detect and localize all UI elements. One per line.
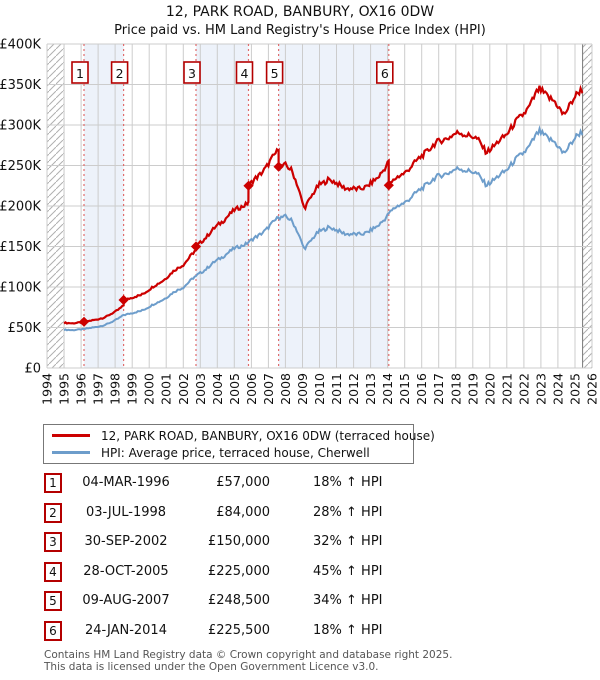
x-tick-label: 2024 — [550, 373, 565, 405]
sale-number-box — [235, 61, 254, 84]
y-tick-label: £150K — [0, 240, 41, 255]
sale-row-date: 30-SEP-2002 — [84, 534, 168, 550]
sale-number-box — [71, 61, 89, 84]
y-tick-label: £50K — [8, 321, 42, 336]
x-tick-label: 2000 — [142, 373, 157, 405]
x-tick-label: 2015 — [397, 373, 412, 405]
sale-number-box — [265, 61, 284, 84]
sale-row-number: 3 — [44, 532, 62, 553]
page-subtitle: Price paid vs. HM Land Registry's House … — [114, 23, 486, 38]
chart-legend: 12, PARK ROAD, BANBURY, OX16 0DW (terrac… — [43, 424, 435, 464]
x-tick-label: 2007 — [261, 373, 276, 405]
sale-row-hpi-delta: 34% ↑ HPI — [313, 593, 383, 609]
sale-row-date: 04-MAR-1996 — [82, 475, 170, 490]
sale-row-hpi-delta: 18% ↑ HPI — [313, 623, 383, 638]
x-tick-label: 2013 — [363, 373, 378, 405]
x-tick-label: 2004 — [210, 373, 225, 405]
sale-row-price: £57,000 — [216, 475, 270, 490]
sale-row-number: 1 — [44, 473, 62, 493]
legend-row: 12, PARK ROAD, BANBURY, OX16 0DW (terrac… — [44, 427, 435, 444]
y-tick-label: £0 — [24, 362, 41, 377]
x-tick-label: 1994 — [40, 373, 55, 405]
x-tick-label: 1996 — [74, 373, 89, 405]
legend-label: 12, PARK ROAD, BANBURY, OX16 0DW (terrac… — [101, 428, 435, 443]
y-tick-label: £250K — [0, 159, 41, 174]
sale-row-price: £248,500 — [207, 593, 270, 609]
x-tick-label: 2021 — [499, 373, 514, 405]
x-tick-label: 2020 — [482, 373, 497, 405]
sale-number: 2 — [116, 66, 124, 81]
x-tick-label: 2016 — [414, 373, 429, 405]
sale-row-price: £150,000 — [207, 534, 270, 550]
x-tick-label: 2005 — [227, 373, 242, 405]
x-tick-label: 2025 — [568, 373, 583, 405]
x-tick-label: 2019 — [465, 373, 480, 405]
legend-row: HPI: Average price, terraced house, Cher… — [44, 444, 413, 461]
license-footer: Contains HM Land Registry data © Crown c… — [44, 649, 452, 673]
sale-marker — [78, 316, 90, 327]
x-tick-label: 2008 — [278, 373, 293, 405]
x-tick-label: 1995 — [57, 373, 72, 405]
footer-line-1: Contains HM Land Registry data © Crown c… — [44, 649, 453, 661]
sale-number: 5 — [271, 66, 279, 81]
y-tick-label: £350K — [0, 78, 41, 93]
sale-row-date: 24-JAN-2014 — [85, 623, 167, 638]
sale-row-date: 09-AUG-2007 — [82, 593, 170, 609]
sale-number: 4 — [241, 66, 249, 81]
hpi-line — [63, 125, 584, 332]
legend-line-swatch — [52, 451, 90, 454]
sale-row-number: 6 — [44, 621, 62, 641]
x-tick-label: 2006 — [244, 373, 259, 405]
sale-marker — [383, 180, 394, 191]
footer-line-2: This data is licensed under the Open Gov… — [44, 661, 379, 673]
x-tick-label: 2003 — [193, 373, 208, 405]
sale-number: 3 — [188, 66, 196, 81]
y-tick-label: £300K — [0, 119, 41, 134]
sale-marker — [190, 241, 202, 252]
y-tick-label: £200K — [0, 200, 41, 215]
sale-number: 1 — [76, 66, 84, 81]
x-tick-label: 1998 — [108, 373, 123, 405]
sale-row-number: 2 — [44, 502, 62, 523]
sale-row-number: 5 — [44, 591, 62, 612]
y-tick-label: £400K — [0, 38, 41, 53]
sale-row-price: £225,500 — [207, 623, 270, 638]
x-tick-label: 2002 — [176, 373, 191, 405]
sale-marker — [243, 180, 254, 191]
sale-row-hpi-delta: 28% ↑ HPI — [313, 504, 383, 520]
legend-label: HPI: Average price, terraced house, Cher… — [101, 445, 370, 460]
x-tick-label: 2014 — [380, 373, 395, 405]
price-hpi-chart: 1 2 3 4 5 6 £0 £50K £100K £150K £200K £250K £300K £35… — [0, 38, 600, 405]
sale-row-hpi-delta: 45% ↑ HPI — [313, 563, 383, 579]
sale-number-box — [110, 61, 129, 84]
page-title: 12, PARK ROAD, BANBURY, OX16 0DW — [165, 4, 435, 20]
sale-row-price: £225,000 — [207, 563, 270, 579]
sale-number: 6 — [381, 66, 389, 81]
sale-number-box — [375, 61, 394, 84]
x-tick-label: 2018 — [448, 373, 463, 405]
sale-row-hpi-delta: 18% ↑ HPI — [313, 475, 383, 490]
x-tick-label: 2011 — [329, 373, 344, 405]
sale-row-date: 03-JUL-1998 — [85, 504, 167, 520]
x-tick-label: 2001 — [159, 373, 174, 405]
y-tick-label: £100K — [0, 281, 41, 296]
x-tick-label: 2009 — [295, 373, 310, 405]
x-tick-label: 2026 — [585, 373, 600, 405]
price-paid-line — [63, 84, 584, 325]
x-tick-label: 2022 — [516, 373, 531, 405]
x-tick-label: 2012 — [346, 373, 361, 405]
x-tick-label: 2023 — [533, 373, 548, 405]
sale-row-number: 4 — [44, 561, 62, 582]
sale-marker — [273, 161, 284, 172]
legend-line-swatch — [52, 434, 90, 437]
x-tick-label: 2017 — [431, 373, 446, 405]
x-tick-label: 1999 — [125, 373, 140, 405]
x-tick-label: 1997 — [91, 373, 106, 405]
sale-row-hpi-delta: 32% ↑ HPI — [313, 534, 383, 550]
sale-number-box — [183, 61, 201, 84]
sale-row-date: 28-OCT-2005 — [83, 563, 169, 579]
sale-row-price: £84,000 — [216, 504, 270, 520]
x-tick-label: 2010 — [312, 373, 327, 405]
